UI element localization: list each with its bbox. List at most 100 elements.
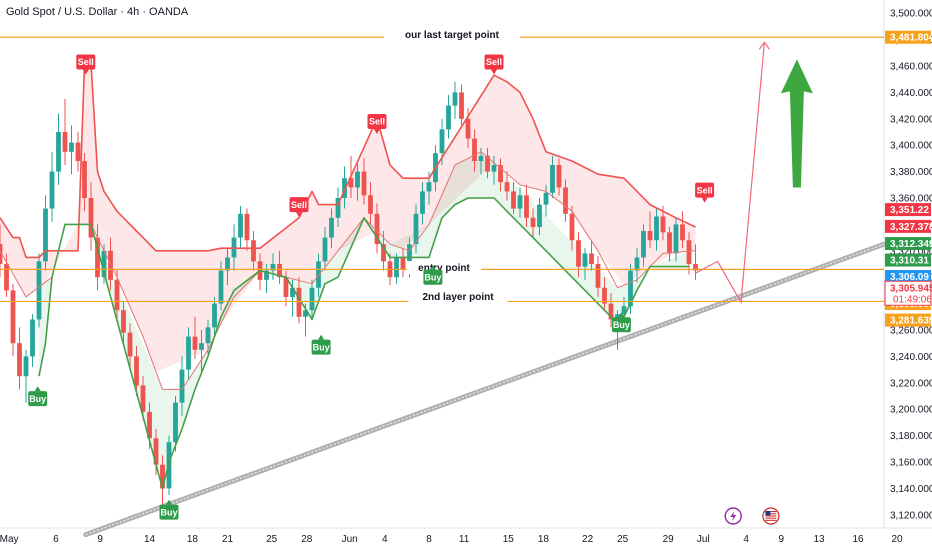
candle <box>439 129 445 154</box>
time-tick: 21 <box>222 534 234 545</box>
time-axis[interactable]: May 6 9 14 18 21 25 28 Jun 4 8 11 15 18 22 25 29 Jul 4 9 13 1… <box>0 534 903 545</box>
candle <box>472 138 477 162</box>
level-label: entry point <box>418 263 470 274</box>
flag-stripe <box>765 515 777 517</box>
candle <box>238 213 243 238</box>
candle <box>446 105 451 130</box>
buy-label: Buy <box>160 507 177 517</box>
sell-pointer <box>296 212 302 218</box>
candle <box>134 356 139 386</box>
candle <box>576 240 581 267</box>
countdown: 01:49:06 <box>893 294 932 305</box>
time-tick: May <box>0 534 19 545</box>
candle <box>517 195 523 209</box>
candle <box>121 310 126 333</box>
buy-pointer <box>318 334 325 340</box>
candle <box>127 332 133 357</box>
candle <box>225 257 230 271</box>
time-tick: Jul <box>697 534 710 545</box>
price-badges: 3,481.804 3,351.22 3,327.378 3,312.349 3,310… <box>884 30 932 327</box>
sell-label: Sell <box>78 57 94 67</box>
candle <box>654 216 659 241</box>
sell-label: Sell <box>291 200 307 210</box>
axis-badge: 3,351.22 <box>890 205 929 216</box>
candle <box>582 253 588 267</box>
candle <box>62 132 68 152</box>
candle <box>686 240 692 264</box>
candle <box>173 402 178 443</box>
candle <box>69 142 74 152</box>
candle <box>30 319 35 357</box>
price-tick: 3,320.000 <box>890 246 932 257</box>
candle <box>589 253 594 264</box>
candle <box>400 257 406 270</box>
sell-badge <box>484 54 504 70</box>
time-tick: 25 <box>617 534 629 545</box>
time-tick: 29 <box>663 534 675 545</box>
projection-arrowhead <box>758 41 770 50</box>
price-tick: 3,400.000 <box>890 141 932 152</box>
time-tick: 6 <box>53 534 59 545</box>
candle <box>693 264 698 271</box>
candle <box>108 250 113 280</box>
candle <box>140 385 146 412</box>
candle <box>290 287 295 297</box>
time-tick: 16 <box>852 534 864 545</box>
candle <box>49 171 55 209</box>
up-arrow <box>780 59 813 188</box>
sell-label: Sell <box>486 57 502 67</box>
sell-pointer <box>374 128 380 134</box>
events <box>724 507 780 525</box>
sell-pointer <box>82 69 89 75</box>
axis-badge-bg <box>885 313 931 327</box>
time-tick: 4 <box>743 534 749 545</box>
flag-stripe <box>765 519 777 521</box>
target-badge: 3,481.804 <box>890 33 932 44</box>
axis-badge: 3,306.09 <box>890 272 929 283</box>
candle <box>543 192 549 205</box>
price-tick: 3,220.000 <box>890 378 932 389</box>
candle <box>270 264 276 271</box>
sell-pointer <box>491 69 497 75</box>
sell-badge <box>695 182 715 198</box>
candle <box>348 178 354 188</box>
sell-badge <box>289 197 309 213</box>
axis-badge-bg <box>885 219 931 233</box>
sell-badge <box>76 54 96 70</box>
sell-badge <box>367 113 387 129</box>
candle <box>192 336 198 350</box>
candle <box>361 171 367 196</box>
time-tick: 9 <box>779 534 785 545</box>
flag-canton <box>765 511 771 516</box>
flag-stripe <box>765 511 777 513</box>
ema-line <box>0 151 696 390</box>
buy-badge <box>611 317 631 333</box>
candle <box>205 327 211 344</box>
candle <box>374 213 380 245</box>
supertrend-down-fill <box>0 63 696 372</box>
candle <box>628 270 633 307</box>
candle <box>4 264 9 291</box>
candle <box>36 261 42 320</box>
candle <box>277 264 282 278</box>
axis-badge: 3,281.635 <box>890 316 932 327</box>
time-tick: 15 <box>503 534 515 545</box>
time-tick: 18 <box>187 534 199 545</box>
time-tick: 28 <box>301 534 313 545</box>
buy-label: Buy <box>313 342 330 352</box>
price-tick: 3,440.000 <box>890 88 932 99</box>
price-tick: 3,380.000 <box>890 167 932 178</box>
candle <box>322 237 328 262</box>
candle <box>381 244 386 262</box>
price-tick: 3,260.000 <box>890 326 932 337</box>
candle <box>524 195 529 218</box>
candle <box>335 198 341 218</box>
candle <box>660 216 666 233</box>
candle <box>420 191 425 214</box>
sell-label: Sell <box>697 185 713 195</box>
level-label: 2nd layer point <box>422 292 494 303</box>
candle <box>673 224 679 254</box>
candle <box>556 165 562 188</box>
candle <box>264 270 269 280</box>
